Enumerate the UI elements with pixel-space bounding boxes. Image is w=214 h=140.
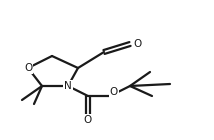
Text: O: O: [24, 63, 32, 73]
Text: O: O: [84, 115, 92, 125]
Text: O: O: [110, 87, 118, 97]
Text: O: O: [134, 39, 142, 49]
Text: N: N: [64, 81, 72, 91]
